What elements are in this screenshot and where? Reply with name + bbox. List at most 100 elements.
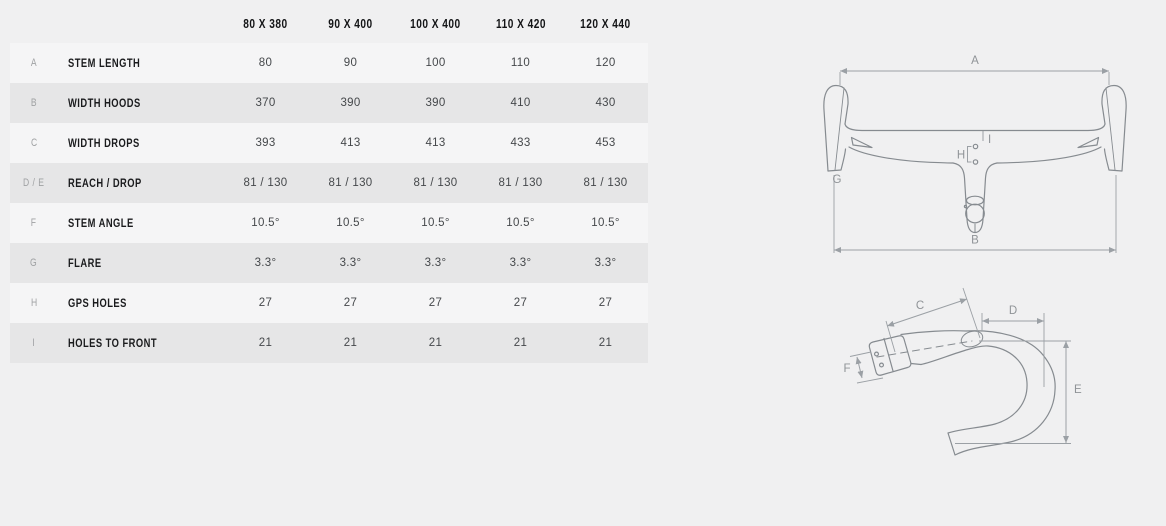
spec-table: 80 X 380 90 X 400 100 X 400 110 X 420 12… bbox=[10, 4, 648, 363]
spec-value: 430 bbox=[595, 97, 616, 109]
column-header-size-2: 90 X 400 bbox=[328, 16, 373, 31]
right-drop-bottom bbox=[1103, 148, 1123, 172]
dim-c-ext-left bbox=[885, 320, 896, 353]
spec-value: 390 bbox=[425, 97, 446, 109]
stem-clamp-plate bbox=[868, 335, 912, 376]
spec-value: 10.5° bbox=[591, 217, 620, 229]
table-row-holes-to-front: I HOLES TO FRONT 21 21 21 21 21 bbox=[10, 323, 648, 363]
spec-value: 81 / 130 bbox=[243, 177, 288, 189]
spec-value: 80 bbox=[258, 57, 273, 69]
dim-label-c: C bbox=[916, 300, 924, 312]
column-header-size-1: 80 X 380 bbox=[243, 16, 288, 31]
row-letter: H bbox=[30, 297, 38, 309]
drop-bar-tube-outline bbox=[900, 330, 1056, 456]
spec-value: 393 bbox=[255, 137, 276, 149]
spec-value: 413 bbox=[340, 137, 361, 149]
spec-value: 453 bbox=[595, 137, 616, 149]
column-header-size-3: 100 X 400 bbox=[410, 16, 461, 31]
row-letter: G bbox=[30, 257, 38, 269]
dim-f-ext-bottom bbox=[856, 377, 884, 384]
table-row-width-hoods: B WIDTH HOODS 370 390 390 410 430 bbox=[10, 83, 648, 123]
spec-value: 27 bbox=[258, 297, 273, 309]
row-label: REACH / DROP bbox=[68, 176, 142, 190]
stem-bolt-dot bbox=[963, 204, 968, 209]
row-letter: I bbox=[32, 337, 36, 349]
spec-value: 21 bbox=[598, 337, 613, 349]
spec-value: 27 bbox=[513, 297, 528, 309]
dim-c-ext-right bbox=[962, 287, 981, 339]
spec-value: 27 bbox=[598, 297, 613, 309]
right-drop-outline bbox=[1101, 84, 1127, 172]
side-view-labels: C D E F bbox=[843, 300, 1082, 396]
dim-h-bracket bbox=[967, 146, 972, 163]
spec-value: 21 bbox=[258, 337, 273, 349]
left-drop-outline bbox=[823, 84, 849, 172]
row-letter: A bbox=[30, 57, 38, 69]
spec-value: 413 bbox=[425, 137, 446, 149]
dim-label-h: H bbox=[957, 150, 965, 162]
spec-value: 21 bbox=[513, 337, 528, 349]
dim-label-e: E bbox=[1074, 384, 1082, 396]
row-label: WIDTH DROPS bbox=[68, 136, 140, 150]
dim-label-g: G bbox=[833, 174, 842, 186]
spec-value: 370 bbox=[255, 97, 276, 109]
spec-value: 27 bbox=[428, 297, 443, 309]
spec-value: 3.3° bbox=[339, 257, 362, 269]
row-label: GPS HOLES bbox=[68, 296, 127, 310]
stem-centerline-dashed bbox=[876, 340, 973, 358]
spec-value: 10.5° bbox=[421, 217, 450, 229]
clamp-hole-top bbox=[873, 351, 879, 357]
dim-label-b: B bbox=[971, 235, 979, 247]
table-row-stem-angle: F STEM ANGLE 10.5° 10.5° 10.5° 10.5° 10.… bbox=[10, 203, 648, 243]
table-row-reach-drop: D / E REACH / DROP 81 / 130 81 / 130 81 … bbox=[10, 163, 648, 203]
dim-label-f: F bbox=[843, 363, 850, 375]
table-header-row: 80 X 380 90 X 400 100 X 400 110 X 420 12… bbox=[10, 4, 648, 43]
side-view-diagram bbox=[868, 330, 1056, 456]
spec-value: 21 bbox=[343, 337, 358, 349]
dim-label-i: I bbox=[988, 134, 991, 146]
dim-f-ext-top bbox=[849, 351, 872, 357]
row-label: STEM ANGLE bbox=[68, 216, 134, 230]
spec-value: 3.3° bbox=[424, 257, 447, 269]
stem-outline bbox=[952, 162, 998, 234]
column-header-size-5: 120 X 440 bbox=[580, 16, 631, 31]
spec-value: 3.3° bbox=[594, 257, 617, 269]
bar-underside-right bbox=[996, 146, 1102, 164]
spec-value: 3.3° bbox=[254, 257, 277, 269]
dim-c-line bbox=[886, 298, 968, 327]
clamp-hole-bottom bbox=[878, 362, 884, 368]
dim-label-a: A bbox=[971, 55, 979, 67]
row-letter: F bbox=[31, 217, 37, 229]
spec-value: 90 bbox=[343, 57, 358, 69]
front-view-diagram bbox=[823, 84, 1127, 234]
bar-top-edge bbox=[844, 123, 1106, 132]
left-lever-wedge bbox=[850, 136, 873, 149]
spec-value: 27 bbox=[343, 297, 358, 309]
row-label: HOLES TO FRONT bbox=[68, 336, 158, 350]
dim-label-d: D bbox=[1009, 305, 1017, 317]
dim-f-line bbox=[855, 356, 864, 379]
spec-value: 110 bbox=[510, 57, 531, 69]
spec-value: 81 / 130 bbox=[413, 177, 458, 189]
row-label: FLARE bbox=[68, 256, 102, 270]
row-letter: B bbox=[30, 97, 38, 109]
spec-value: 10.5° bbox=[336, 217, 365, 229]
front-view-dimensions bbox=[833, 68, 1117, 253]
right-lever-wedge bbox=[1077, 136, 1100, 149]
spec-value: 81 / 130 bbox=[328, 177, 373, 189]
spec-value: 433 bbox=[510, 137, 531, 149]
steerer-clamp-circle bbox=[965, 203, 985, 224]
spec-value: 120 bbox=[595, 57, 616, 69]
spec-value: 81 / 130 bbox=[498, 177, 543, 189]
row-label: WIDTH HOODS bbox=[68, 96, 141, 110]
spec-value: 100 bbox=[425, 57, 446, 69]
row-label: STEM LENGTH bbox=[68, 56, 141, 70]
table-row-flare: G FLARE 3.3° 3.3° 3.3° 3.3° 3.3° bbox=[10, 243, 648, 283]
spec-value: 81 / 130 bbox=[583, 177, 628, 189]
bar-underside-left bbox=[848, 146, 954, 164]
right-drop-face-line bbox=[1105, 87, 1116, 171]
left-drop-face-line bbox=[834, 87, 845, 171]
spec-value: 390 bbox=[340, 97, 361, 109]
column-header-size-4: 110 X 420 bbox=[495, 16, 546, 31]
